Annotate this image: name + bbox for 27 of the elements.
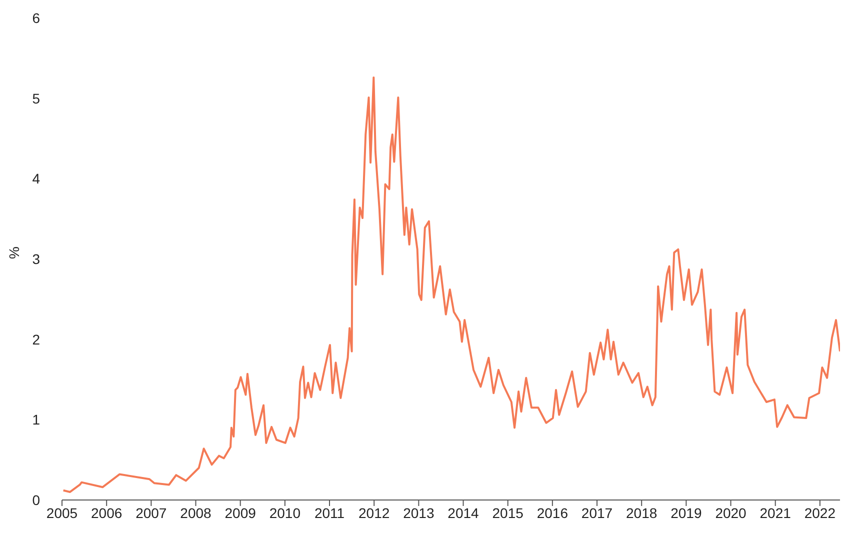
x-tick-label: 2007: [136, 504, 167, 521]
x-tick-label: 2019: [670, 504, 702, 521]
y-tick-label: 5: [32, 90, 40, 106]
x-tick-label: 2010: [269, 504, 301, 521]
x-tick-label: 2017: [581, 504, 613, 521]
y-tick-label: 6: [32, 10, 40, 26]
y-axis-title: %: [6, 246, 22, 259]
x-tick-label: 2022: [804, 504, 836, 521]
x-tick-label: 2020: [715, 504, 747, 521]
x-tick-label: 2018: [626, 504, 658, 521]
y-tick-label: 4: [32, 170, 40, 187]
x-tick-label: 2015: [492, 504, 524, 521]
x-tick-label: 2008: [180, 504, 212, 521]
x-tick-label: 2005: [46, 504, 78, 521]
x-tick-label: 2009: [224, 504, 256, 521]
x-tick-label: 2021: [760, 504, 792, 521]
line-series: [62, 76, 840, 493]
y-tick-label: 3: [32, 250, 40, 267]
x-tick-label: 2012: [358, 504, 390, 521]
y-tick-label: 1: [32, 412, 40, 428]
y-tick-label: 0: [32, 492, 40, 508]
x-tick-label: 2011: [314, 504, 345, 521]
x-tick-label: 2013: [403, 504, 434, 521]
x-tick-label: 2016: [536, 504, 568, 521]
x-tick-label: 2006: [91, 504, 122, 521]
x-tick-label: 2014: [448, 504, 480, 521]
y-tick-label: 2: [32, 331, 40, 348]
